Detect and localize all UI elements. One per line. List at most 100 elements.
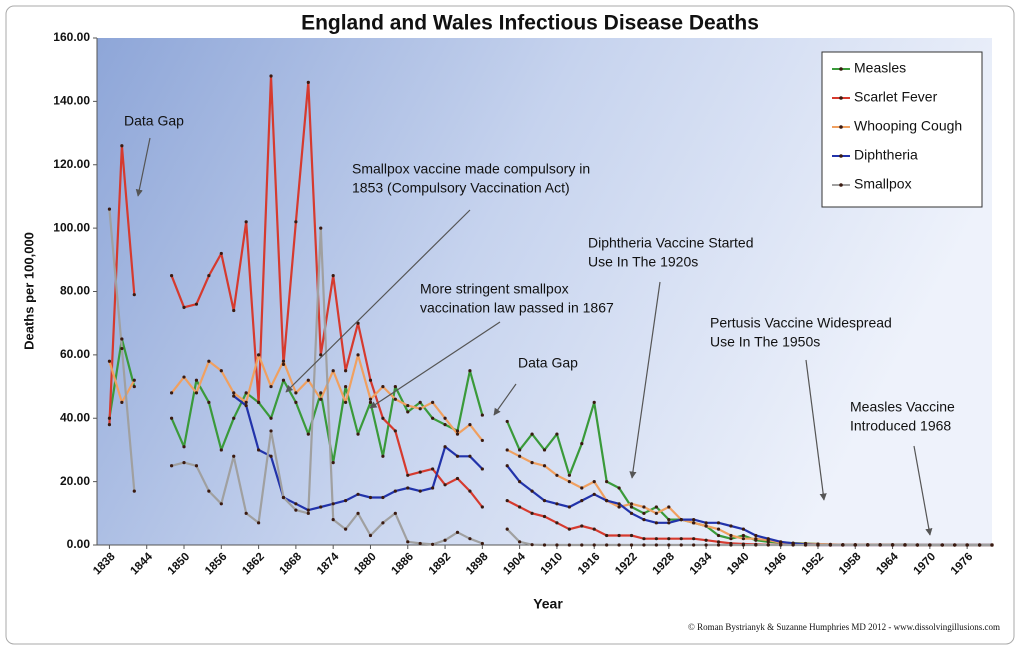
data-point [654,511,658,515]
chart-title: England and Wales Infectious Disease Dea… [301,12,759,35]
data-point [281,362,286,366]
data-point [580,486,584,490]
data-point [269,429,273,433]
data-point [431,542,435,546]
data-point [182,461,186,465]
data-point [132,293,136,297]
data-point [741,543,745,547]
y-tick-label: 80.00 [60,284,90,298]
annotation: Diphtheria Vaccine Started [588,235,754,251]
data-point [592,543,596,547]
data-point [207,359,211,363]
data-point [977,543,982,547]
data-point [455,530,460,534]
data-point [344,527,348,531]
data-point [319,505,323,509]
annotation: Use In The 1950s [710,334,820,350]
data-point [381,384,385,389]
data-point [629,533,634,538]
data-point [741,527,745,531]
data-point [542,543,547,547]
data-point [605,480,609,484]
data-point [331,274,335,278]
data-point [692,537,696,541]
data-point [779,543,783,547]
data-point [269,384,273,389]
data-point [518,454,522,458]
data-point [754,543,758,547]
data-point [393,511,397,515]
data-point [182,445,186,449]
annotation: 1853 (Compulsory Vaccination Act) [352,180,570,196]
data-point [791,543,795,547]
data-point [468,454,472,458]
data-point [455,454,460,458]
legend-marker [839,125,843,129]
data-point [344,384,348,389]
data-point [418,407,422,411]
data-point [132,378,136,382]
data-point [294,220,298,224]
data-point [692,521,696,525]
data-point [990,543,994,547]
data-point [455,432,460,436]
data-point [617,502,621,506]
data-point [505,464,509,468]
data-point [480,505,484,509]
annotation-arrow [913,445,933,536]
data-point [443,416,447,420]
data-point [294,508,298,512]
data-point [803,543,808,547]
data-point [244,391,248,395]
data-point [344,369,348,373]
data-point [754,533,758,538]
y-tick-label: 60.00 [60,347,90,361]
data-point [319,397,323,401]
data-point [219,251,223,256]
data-point [716,521,721,525]
data-point [356,432,360,436]
data-point [368,533,373,538]
data-point [505,499,509,503]
annotation: Smallpox vaccine made compulsory in [352,161,590,177]
data-point [269,454,273,458]
data-point [232,394,236,398]
data-point [530,432,534,436]
data-point [716,527,721,531]
data-point [306,80,310,84]
data-point [232,308,236,313]
legend-marker [839,96,843,100]
data-point [418,489,422,493]
data-point [169,391,174,395]
legend-marker [839,67,843,71]
y-tick-label: 20.00 [60,474,90,488]
data-point [592,527,596,531]
data-point [306,378,310,382]
data-point [443,422,447,427]
data-point [629,543,634,547]
data-point [667,537,671,541]
data-point [679,537,683,541]
data-point [344,499,348,503]
data-point [592,400,596,405]
data-point [120,346,124,351]
data-point [393,489,397,493]
data-point [555,521,559,525]
data-point [418,541,422,546]
data-point [518,448,522,452]
data-point [468,537,472,541]
data-point [878,543,882,547]
data-point [219,369,223,373]
data-point [642,543,646,547]
data-point [741,537,745,541]
data-point [542,464,547,468]
data-point [505,448,509,452]
data-point [903,543,907,547]
data-point [692,543,696,547]
data-point [629,505,634,509]
data-point [393,384,397,389]
data-point [617,486,621,490]
data-point [542,514,547,519]
data-point [468,369,472,373]
